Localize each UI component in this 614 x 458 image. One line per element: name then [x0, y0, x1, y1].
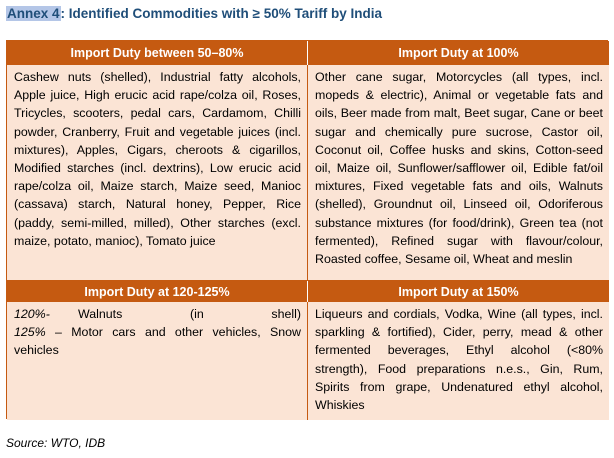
cell-120-125-items: 120%- Walnuts (in shell) 125% – Motor ca… — [7, 302, 308, 420]
source-note: Source: WTO, IDB — [6, 436, 106, 450]
tariff-table: Import Duty between 50–80% Import Duty a… — [6, 40, 609, 420]
cell-150-items: Liqueurs and cordials, Vodka, Wine (all … — [308, 302, 609, 420]
pct-120: 120%- — [14, 307, 50, 321]
cell-50-80-items: Cashew nuts (shelled), Industrial fatty … — [7, 65, 308, 281]
item-120-walnuts: 120%- Walnuts (in shell) — [14, 305, 301, 323]
pct-125: 125% — [14, 325, 46, 340]
item-125-vehicles: 125% – Motor cars and other vehicles, Sn… — [14, 323, 301, 359]
annex-title: Annex 4: Identified Commodities with ≥ 5… — [6, 6, 382, 21]
walnuts-in-shell: Walnuts (in shell) — [78, 307, 301, 321]
annex-title-text: : Identified Commodities with ≥ 50% Tari… — [60, 6, 382, 21]
annex-label: Annex 4 — [6, 6, 61, 21]
header-50-80: Import Duty between 50–80% — [7, 41, 308, 65]
header-100: Import Duty at 100% — [308, 41, 609, 65]
motor-cars-text: – Motor cars and other vehicles, Snow ve… — [14, 325, 301, 358]
header-150: Import Duty at 150% — [308, 281, 609, 302]
cell-100-items: Other cane sugar, Motorcycles (all types… — [308, 65, 609, 281]
header-120-125: Import Duty at 120-125% — [7, 281, 308, 302]
